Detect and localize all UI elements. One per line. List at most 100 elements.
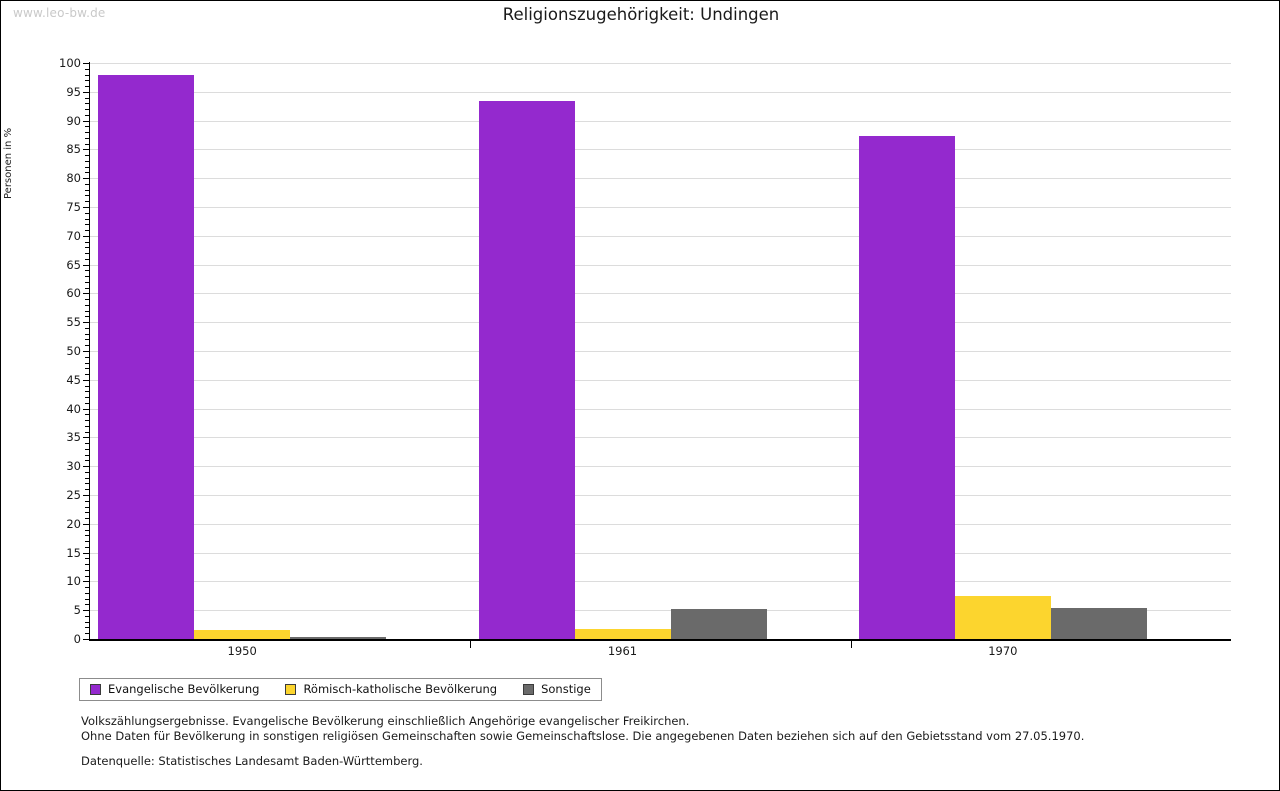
- y-tick-major: [83, 437, 90, 439]
- y-tick-major: [83, 495, 90, 496]
- y-tick-minor: [85, 592, 90, 594]
- y-tick-minor: [85, 541, 90, 543]
- chart-legend: Evangelische Bevölkerung Römisch-katholis…: [79, 678, 602, 701]
- legend-swatch-icon: [285, 683, 297, 695]
- y-tick-minor: [85, 109, 90, 111]
- y-tick-label: 70: [66, 228, 81, 243]
- y-tick-major: [83, 178, 90, 180]
- gridline: [90, 149, 1231, 151]
- legend-swatch-icon: [90, 683, 101, 695]
- legend-item-evangelisch[interactable]: Evangelische Bevölkerung: [90, 682, 259, 696]
- y-tick-major: [83, 207, 90, 208]
- gridline: [90, 495, 1231, 496]
- gridline: [90, 178, 1231, 180]
- y-tick-label: 55: [66, 315, 81, 330]
- chart-title: Religionszugehörigkeit: Undingen: [502, 5, 780, 24]
- y-axis-ticks: 0 5 10 15 20 25 30 35 40 45 50 55 60 65 70 75 80 85 90 95 10…: [1, 1, 90, 790]
- y-tick-minor: [85, 172, 90, 174]
- y-tick-minor: [85, 575, 90, 577]
- y-tick-minor: [85, 385, 90, 387]
- y-tick-minor: [85, 201, 90, 203]
- y-tick-label: 30: [66, 459, 81, 474]
- y-tick-minor: [85, 546, 90, 548]
- y-tick-minor: [85, 195, 90, 197]
- gridline: [90, 235, 1231, 237]
- y-tick-label: 45: [66, 372, 81, 387]
- y-tick-minor: [85, 304, 90, 306]
- y-tick-major: [83, 149, 90, 151]
- y-tick-minor: [85, 80, 90, 82]
- y-tick-minor: [85, 218, 90, 220]
- y-tick-minor: [85, 615, 90, 617]
- y-tick-major: [83, 120, 90, 122]
- bar: [290, 636, 387, 639]
- x-tick: [470, 641, 472, 648]
- y-tick-minor: [85, 443, 90, 445]
- y-tick-label: 85: [66, 142, 81, 157]
- gridline: [90, 63, 1231, 64]
- bar: [954, 595, 1051, 639]
- y-tick-minor: [85, 425, 90, 427]
- y-tick-major: [83, 91, 90, 93]
- y-tick-minor: [85, 270, 90, 272]
- y-tick-minor: [85, 391, 90, 393]
- y-tick-minor: [85, 558, 90, 560]
- gridline: [90, 264, 1231, 266]
- gridline: [90, 552, 1231, 554]
- y-tick-label: 0: [73, 632, 81, 646]
- y-tick-minor: [85, 414, 90, 416]
- y-tick-label: 20: [66, 516, 81, 531]
- y-tick-major: [83, 581, 90, 583]
- legend-item-label: Evangelische Bevölkerung: [108, 682, 260, 696]
- legend-item-katholisch[interactable]: Römisch-katholische Bevölkerung: [285, 682, 497, 696]
- y-tick-major: [83, 552, 90, 554]
- y-tick-major: [83, 235, 90, 237]
- y-tick-minor: [85, 627, 90, 629]
- y-tick-minor: [85, 310, 90, 312]
- legend-item-sonstige[interactable]: Sonstige: [523, 682, 591, 696]
- bar: [858, 136, 955, 639]
- y-tick-minor: [85, 374, 90, 376]
- y-tick-minor: [85, 224, 90, 226]
- y-tick-minor: [85, 529, 90, 531]
- bar: [574, 628, 671, 639]
- y-tick-minor: [85, 137, 90, 139]
- y-tick-minor: [85, 253, 90, 255]
- y-tick-minor: [85, 512, 90, 514]
- y-tick-minor: [85, 500, 90, 502]
- y-tick-minor: [85, 143, 90, 145]
- footnote-line-2: Ohne Daten für Bevölkerung in sonstigen …: [81, 729, 1085, 743]
- y-tick-label: 100: [59, 56, 81, 70]
- bar: [670, 609, 767, 639]
- legend-swatch-icon: [523, 683, 535, 695]
- y-tick-major: [83, 639, 90, 640]
- gridline: [90, 120, 1231, 122]
- y-tick-major: [83, 351, 90, 352]
- y-tick-label: 80: [66, 171, 81, 186]
- legend-item-label: Römisch-katholische Bevölkerung: [303, 682, 498, 696]
- y-tick-label: 10: [66, 574, 81, 589]
- y-tick-major: [83, 466, 90, 468]
- y-tick-minor: [85, 604, 90, 606]
- footnote-source: Datenquelle: Statistisches Landesamt Bad…: [81, 754, 423, 768]
- legend-item-label: Sonstige: [541, 682, 591, 696]
- bar: [194, 629, 291, 639]
- y-tick-minor: [85, 454, 90, 456]
- x-tick-label: 1961: [607, 644, 638, 658]
- bar: [98, 74, 195, 639]
- y-tick-minor: [85, 183, 90, 185]
- y-tick-minor: [85, 247, 90, 249]
- y-tick-label: 5: [73, 603, 81, 618]
- y-tick-minor: [85, 397, 90, 399]
- gridline: [90, 91, 1231, 93]
- y-tick-major: [83, 293, 90, 295]
- y-tick-minor: [85, 598, 90, 600]
- y-tick-minor: [85, 132, 90, 134]
- y-tick-minor: [85, 506, 90, 508]
- y-tick-minor: [85, 316, 90, 318]
- y-tick-minor: [85, 258, 90, 260]
- y-tick-label: 40: [66, 401, 81, 416]
- y-tick-minor: [85, 166, 90, 168]
- y-tick-label: 65: [66, 257, 81, 272]
